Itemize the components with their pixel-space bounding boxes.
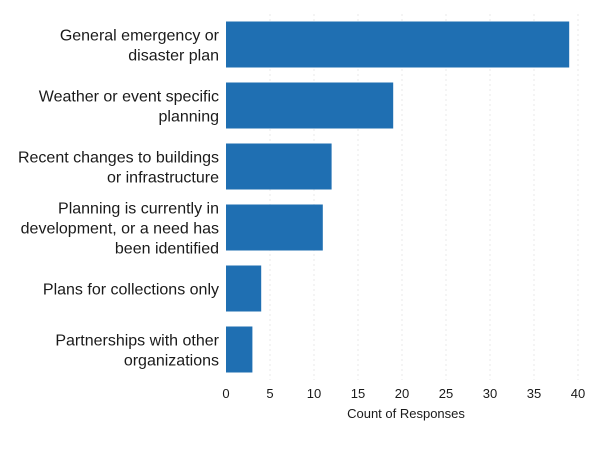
bar	[226, 82, 394, 129]
category-label: Recent changes to buildings or infrastruc…	[18, 150, 219, 187]
x-tick-labels: 0 5 10 15 20 25 30 35 40	[222, 386, 585, 401]
x-axis-title: Count of Responses	[347, 406, 465, 421]
category-labels: General emergency or disaster plan Weather…	[18, 28, 220, 370]
bar	[226, 143, 332, 190]
bars	[226, 21, 570, 373]
x-tick-label: 20	[395, 386, 409, 401]
category-label-line: planning	[159, 109, 220, 126]
gridlines	[269, 14, 579, 380]
bar	[226, 326, 253, 373]
category-label-line: been identified	[115, 241, 219, 258]
x-tick-label: 15	[351, 386, 365, 401]
category-label: General emergency or disaster plan	[60, 28, 220, 65]
x-tick-label: 30	[483, 386, 497, 401]
bar	[226, 21, 570, 68]
x-tick-label: 35	[527, 386, 541, 401]
category-label-line: General emergency or	[60, 28, 220, 45]
category-label: Planning is currently in development, or …	[21, 201, 219, 258]
category-label: Plans for collections only	[43, 282, 219, 299]
category-label: Weather or event specific planning	[39, 89, 219, 126]
bar	[226, 265, 262, 312]
category-label-line: Partnerships with other	[55, 333, 219, 350]
category-label-line: or infrastructure	[107, 170, 219, 187]
x-tick-label: 0	[222, 386, 229, 401]
category-label-line: disaster plan	[128, 48, 219, 65]
category-label-line: organizations	[124, 353, 219, 370]
category-label-line: Plans for collections only	[43, 282, 219, 299]
category-label-line: development, or a need has	[21, 221, 219, 238]
category-label-line: Planning is currently in	[58, 201, 219, 218]
x-tick-label: 5	[266, 386, 273, 401]
category-label: Partnerships with other organizations	[55, 333, 219, 370]
x-tick-label: 10	[307, 386, 321, 401]
category-label-line: Recent changes to buildings	[18, 150, 219, 167]
x-tick-label: 40	[571, 386, 585, 401]
bar	[226, 204, 323, 251]
x-tick-label: 25	[439, 386, 453, 401]
category-label-line: Weather or event specific	[39, 89, 219, 106]
